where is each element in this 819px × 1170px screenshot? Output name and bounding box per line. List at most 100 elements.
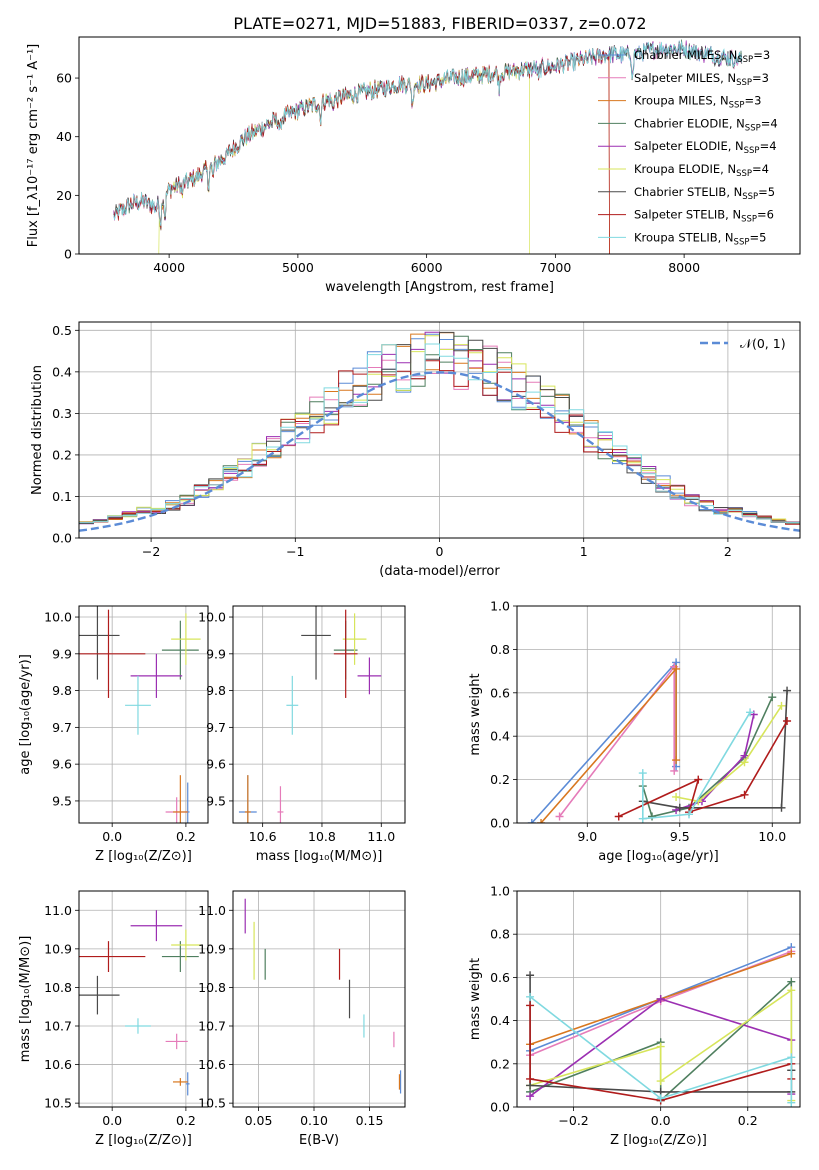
weight-marker	[787, 1053, 796, 1062]
weight-marker	[694, 775, 703, 784]
errorbar-kroupa-elodie	[342, 613, 367, 665]
errorbar-chabrier-stelib	[79, 975, 120, 1015]
x-tick-label: 10.8	[308, 829, 336, 844]
weight-marker	[672, 664, 681, 673]
y-tick-label: 0.8	[490, 642, 510, 657]
weight-marker	[526, 1092, 535, 1101]
x-tick-label: 0.2	[176, 829, 196, 844]
legend-label-value: =3	[744, 94, 761, 108]
plot-area-weight_vs_age	[527, 658, 792, 823]
legend-label: Chabrier STELIB, NSSP=5	[634, 185, 775, 202]
y-tick-label: 9.8	[206, 683, 226, 698]
y-tick-label: 10.0	[44, 610, 72, 625]
spectrum-line-salpeter-elodie	[113, 40, 743, 229]
weight-marker	[656, 995, 665, 1003]
x-tick-label: 1	[580, 544, 588, 559]
y-tick-label: 0.0	[490, 816, 510, 831]
weight-marker	[783, 686, 792, 695]
legend-label: Kroupa STELIB, NSSP=5	[634, 230, 766, 247]
legend-label-sub: SSP	[745, 123, 761, 133]
spectrum-line-chabrier-miles	[113, 40, 743, 231]
weight-marker	[526, 992, 535, 1001]
legend-label: Kroupa MILES, NSSP=3	[634, 94, 761, 111]
x-tick-label: 9.5	[670, 829, 690, 844]
panel-mass_vs_ebv: 0.05 0.10 0.15 10.5 10.6 10.7 10.8 10.9 11.0 E(B-…	[198, 890, 406, 1148]
legend-label-name: Salpeter STELIB	[634, 208, 725, 222]
errorbar-kroupa-miles	[172, 1078, 188, 1086]
y-tick-label: 10.9	[198, 941, 226, 956]
x-tick-label: 0.10	[300, 1113, 328, 1128]
y-tick-label: 0.4	[490, 729, 510, 744]
legend-label-sub: SSP	[737, 55, 753, 65]
y-tick-label: 0.2	[490, 1056, 510, 1071]
axes-frame	[516, 890, 801, 1108]
weight-marker	[787, 949, 796, 958]
y-tick-label: 10.6	[44, 1057, 72, 1072]
residuals-legend: 𝒩(0, 1)	[700, 336, 786, 351]
y-axis-label: mass weight	[468, 673, 483, 755]
y-tick-label: 10.5	[44, 1096, 72, 1111]
weight-marker	[537, 819, 546, 823]
weight-marker	[526, 1074, 535, 1083]
plot-area-age_vs_mass	[238, 606, 382, 823]
weight-marker	[672, 756, 681, 765]
x-axis-label: wavelength [Angstrom, rest frame]	[325, 280, 554, 295]
panel-age_vs_mass: 10.6 10.8 11.0 9.5 9.6 9.7 9.8 9.9 10.0 mass [log…	[198, 605, 406, 864]
errorbar-chabrier-stelib	[79, 606, 120, 680]
errorbar-kroupa-stelib	[286, 675, 299, 735]
errorbar-kroupa-elodie	[171, 613, 201, 665]
legend-label-value: =3	[752, 71, 769, 85]
legend-label-value: =3	[753, 48, 770, 62]
legend-label-value: =4	[760, 139, 777, 153]
histogram-kroupa-stelib	[79, 343, 800, 524]
x-tick-label: 0.2	[738, 1113, 758, 1128]
errorbar-salpeter-stelib	[79, 609, 146, 698]
weight-line-salpeter-elodie	[675, 714, 755, 811]
spectrum-line-kroupa-stelib	[113, 41, 743, 226]
legend-label-value: =4	[761, 116, 778, 130]
y-tick-label: 9.5	[52, 793, 72, 808]
x-tick-label: 7000	[539, 260, 571, 275]
weight-marker	[656, 1094, 665, 1103]
legend-label: Salpeter STELIB, NSSP=6	[634, 208, 774, 225]
axes-frame	[232, 890, 406, 1108]
x-axis-label: Z [log₁₀(Z/Z⊙)]	[95, 849, 192, 864]
weight-line-kroupa-stelib	[642, 711, 751, 820]
x-tick-label: 11.0	[367, 829, 395, 844]
y-tick-label: 0.1	[52, 489, 72, 504]
plot-area-mass_vs_ebv	[244, 898, 402, 1094]
weight-line-salpeter-miles	[558, 664, 675, 817]
plot-area-weight_vs_Z	[526, 943, 796, 1107]
errorbar-salpeter-stelib	[79, 941, 146, 972]
legend-label-value: =4	[752, 162, 769, 176]
legend-label-name: Kroupa ELODIE	[634, 162, 720, 176]
legend-label-value: =6	[757, 208, 774, 222]
x-tick-label: 0.0	[102, 1113, 122, 1128]
weight-marker	[527, 819, 536, 823]
y-tick-label: 11.0	[44, 903, 72, 918]
y-tick-label: 10.8	[44, 980, 72, 995]
weight-marker	[740, 790, 749, 799]
weight-marker	[672, 792, 681, 801]
legend-label-name: Chabrier STELIB	[634, 185, 726, 199]
y-tick-label: 9.7	[52, 720, 72, 735]
legend-label-n: , N	[718, 230, 734, 244]
y-tick-label: 0.6	[490, 685, 510, 700]
errorbar-salpeter-stelib	[333, 609, 358, 698]
x-tick-label: 8000	[668, 260, 700, 275]
weight-marker	[787, 977, 796, 986]
errorbar-salpeter-elodie	[130, 910, 183, 942]
legend-label-n: , N	[726, 185, 742, 199]
errorbar-chabrier-elodie	[161, 620, 199, 680]
y-tick-label: 9.9	[206, 646, 226, 661]
x-tick-label: 4000	[153, 260, 185, 275]
weight-line-chabrier-miles	[531, 660, 677, 823]
x-tick-label: 6000	[411, 260, 443, 275]
spectrum-line-salpeter-stelib	[113, 47, 610, 254]
axes-frame	[78, 36, 801, 255]
x-tick-label: −0.2	[558, 1113, 588, 1128]
weight-marker	[670, 766, 679, 775]
legend-label-name: Salpeter ELODIE	[634, 139, 728, 153]
y-tick-label: 0.0	[52, 531, 72, 546]
y-tick-label: 10.0	[198, 610, 226, 625]
